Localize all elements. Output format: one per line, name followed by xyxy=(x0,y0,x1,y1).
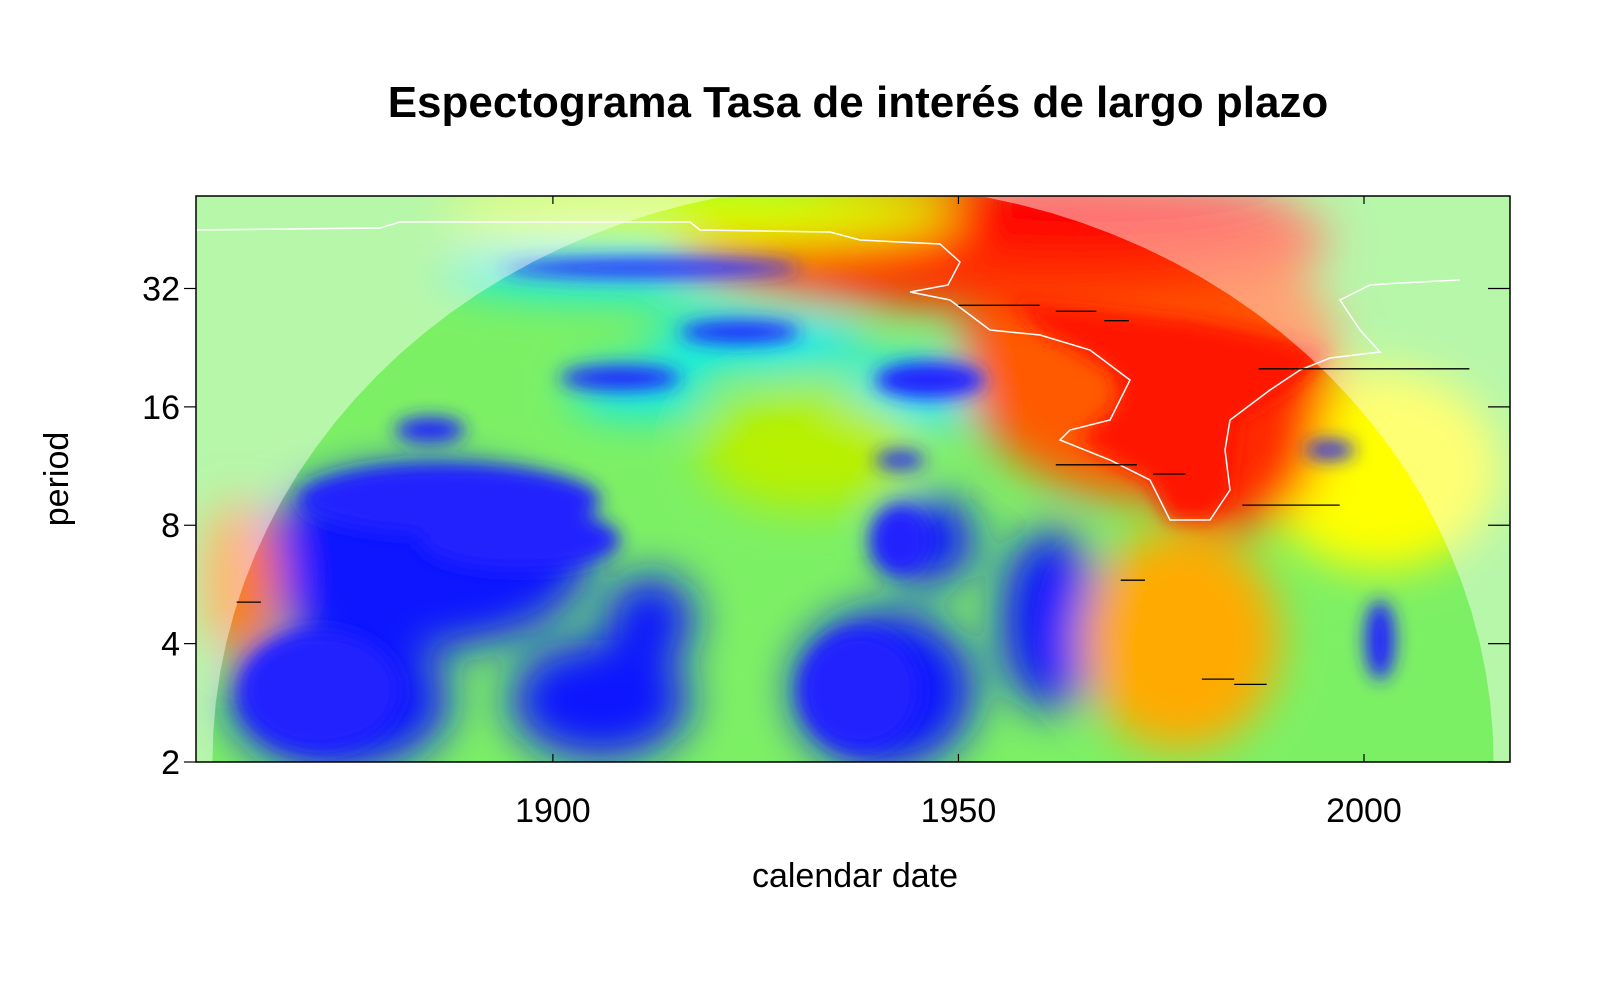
cone-of-influence-overlay xyxy=(196,196,1510,762)
chart-title: Espectograma Tasa de interés de largo pl… xyxy=(388,78,1329,127)
y-tick-label: 2 xyxy=(161,744,180,782)
ridge-lines xyxy=(236,304,1470,686)
x-axis-label: calendar date xyxy=(752,857,958,895)
significance-contours xyxy=(196,221,1461,521)
x-tick-label: 2000 xyxy=(1326,792,1402,830)
y-tick-label: 8 xyxy=(161,507,180,545)
y-tick-label: 4 xyxy=(161,626,180,664)
x-tick-label: 1950 xyxy=(921,792,997,830)
y-tick-label: 32 xyxy=(142,270,180,308)
heat-cores xyxy=(240,259,1395,750)
plot-area xyxy=(196,196,1510,762)
x-axis: 1900 1950 2000 xyxy=(515,196,1402,830)
y-tick-label: 16 xyxy=(142,389,180,427)
x-tick-label: 1900 xyxy=(515,792,591,830)
y-axis: 2 4 8 16 32 xyxy=(142,270,1510,782)
red-core xyxy=(1010,300,1330,520)
plot-frame xyxy=(195,195,1511,763)
y-axis-label: period xyxy=(38,432,76,527)
